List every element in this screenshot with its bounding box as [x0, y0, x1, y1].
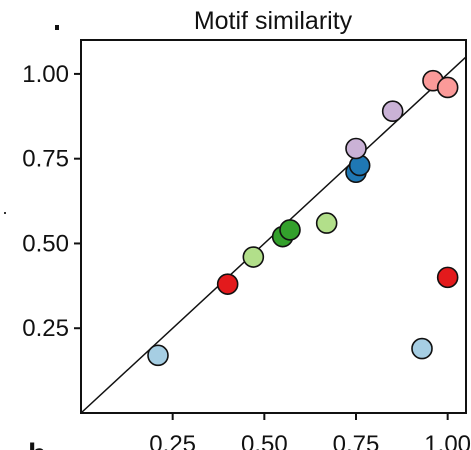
y-tick-label: 0.25	[22, 315, 69, 342]
plot-frame	[80, 39, 467, 414]
plot-area: 0.25 0.50 0.75 1.00 0.25 0.50 0.75 1.00	[22, 39, 471, 450]
stray-mark	[4, 212, 6, 214]
x-tick-label: 1.00	[424, 431, 471, 450]
x-tick-label: 0.75	[333, 431, 380, 450]
data-point	[345, 137, 367, 160]
x-tick-label: 0.25	[149, 431, 196, 450]
chart-title: Motif similarity	[194, 7, 353, 35]
data-point	[381, 100, 404, 123]
data-point	[436, 266, 459, 289]
x-tick-label: 0.50	[241, 431, 288, 450]
data-point	[411, 337, 433, 360]
data-point	[216, 273, 239, 295]
stray-mark	[55, 25, 59, 30]
data-point	[279, 219, 301, 241]
data-point	[242, 246, 265, 268]
data-point	[315, 212, 338, 234]
y-tick-label: 1.00	[22, 61, 69, 88]
data-point	[147, 344, 169, 367]
data-point	[436, 76, 459, 99]
y-tick-label: 0.50	[22, 230, 69, 257]
panel-label: b	[28, 438, 46, 450]
y-tick-label: 0.75	[22, 146, 69, 173]
